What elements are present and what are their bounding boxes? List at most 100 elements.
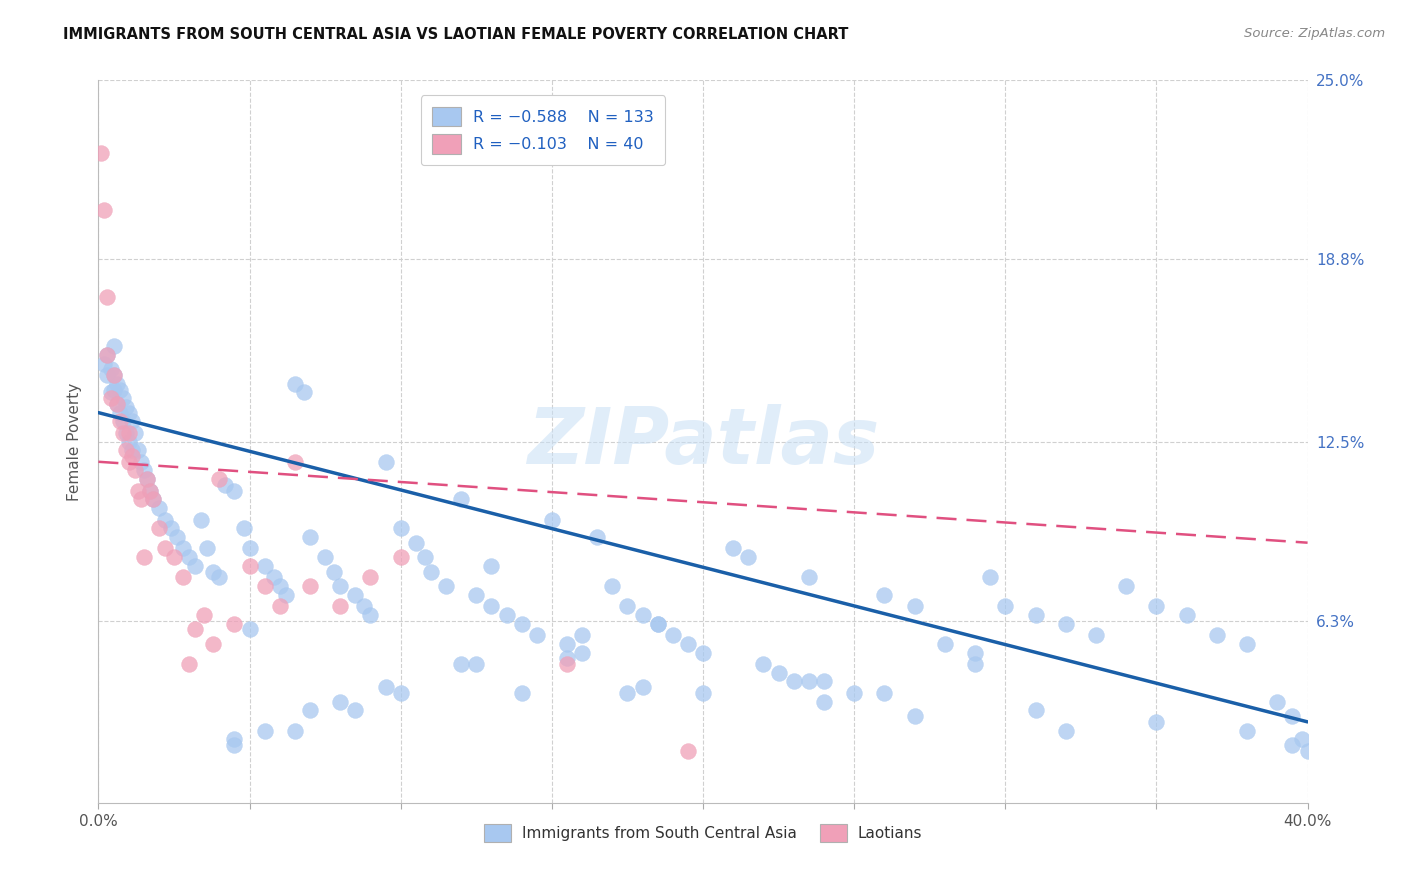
Point <box>844 686 866 700</box>
Point <box>179 550 201 565</box>
Point <box>873 588 896 602</box>
Point <box>783 674 806 689</box>
Point <box>103 368 125 382</box>
Point <box>121 414 143 428</box>
Point <box>172 570 194 584</box>
Point <box>1236 637 1258 651</box>
Point <box>118 406 141 420</box>
Point <box>813 674 835 689</box>
Point <box>389 521 412 535</box>
Point <box>208 472 231 486</box>
Point <box>269 599 291 614</box>
Point <box>96 290 118 304</box>
Point <box>344 703 367 717</box>
Point <box>103 368 125 382</box>
Point <box>163 550 186 565</box>
Point <box>224 732 246 747</box>
Point <box>299 579 322 593</box>
Point <box>142 492 165 507</box>
Point <box>360 607 382 622</box>
Point <box>184 558 207 573</box>
Point <box>224 616 246 631</box>
Point <box>284 455 307 469</box>
Point <box>208 570 231 584</box>
Point <box>129 455 152 469</box>
Point <box>269 579 291 593</box>
Point <box>647 616 669 631</box>
Point <box>93 203 115 218</box>
Point <box>481 558 503 573</box>
Point <box>510 616 533 631</box>
Point <box>132 463 155 477</box>
Point <box>114 400 136 414</box>
Point <box>965 657 987 671</box>
Point <box>1144 599 1167 614</box>
Point <box>631 607 654 622</box>
Point <box>127 443 149 458</box>
Point <box>555 637 578 651</box>
Point <box>1281 709 1303 723</box>
Point <box>353 599 375 614</box>
Point <box>797 674 820 689</box>
Point <box>510 686 533 700</box>
Point <box>873 686 896 700</box>
Point <box>148 501 170 516</box>
Point <box>329 599 352 614</box>
Point <box>153 541 176 556</box>
Point <box>232 521 254 535</box>
Point <box>118 425 141 440</box>
Point <box>676 744 699 758</box>
Point <box>224 483 246 498</box>
Point <box>184 623 207 637</box>
Point <box>813 695 835 709</box>
Point <box>108 383 131 397</box>
Point <box>737 550 759 565</box>
Point <box>100 391 122 405</box>
Point <box>586 530 609 544</box>
Point <box>495 607 517 622</box>
Point <box>904 599 927 614</box>
Point <box>1085 628 1108 642</box>
Point <box>114 425 136 440</box>
Point <box>263 570 285 584</box>
Point <box>465 657 488 671</box>
Y-axis label: Female Poverty: Female Poverty <box>67 383 83 500</box>
Point <box>118 434 141 449</box>
Point <box>526 628 548 642</box>
Point <box>100 362 122 376</box>
Text: IMMIGRANTS FROM SOUTH CENTRAL ASIA VS LAOTIAN FEMALE POVERTY CORRELATION CHART: IMMIGRANTS FROM SOUTH CENTRAL ASIA VS LA… <box>63 27 849 42</box>
Point <box>195 541 218 556</box>
Point <box>692 646 714 660</box>
Point <box>96 348 118 362</box>
Point <box>118 455 141 469</box>
Point <box>934 637 956 651</box>
Point <box>214 478 236 492</box>
Point <box>114 443 136 458</box>
Point <box>142 492 165 507</box>
Point <box>179 657 201 671</box>
Point <box>284 723 307 738</box>
Point <box>253 558 276 573</box>
Point <box>239 541 262 556</box>
Point <box>202 637 225 651</box>
Point <box>768 665 790 680</box>
Point <box>602 579 624 593</box>
Point <box>111 414 134 428</box>
Point <box>360 570 382 584</box>
Point <box>616 686 638 700</box>
Point <box>132 550 155 565</box>
Point <box>103 383 125 397</box>
Point <box>135 472 157 486</box>
Point <box>139 483 162 498</box>
Point <box>314 550 336 565</box>
Point <box>1175 607 1198 622</box>
Point <box>723 541 745 556</box>
Point <box>239 623 262 637</box>
Point <box>172 541 194 556</box>
Point <box>555 651 578 665</box>
Point <box>323 565 346 579</box>
Point <box>292 385 315 400</box>
Point <box>111 425 134 440</box>
Point <box>190 512 212 526</box>
Point <box>571 628 593 642</box>
